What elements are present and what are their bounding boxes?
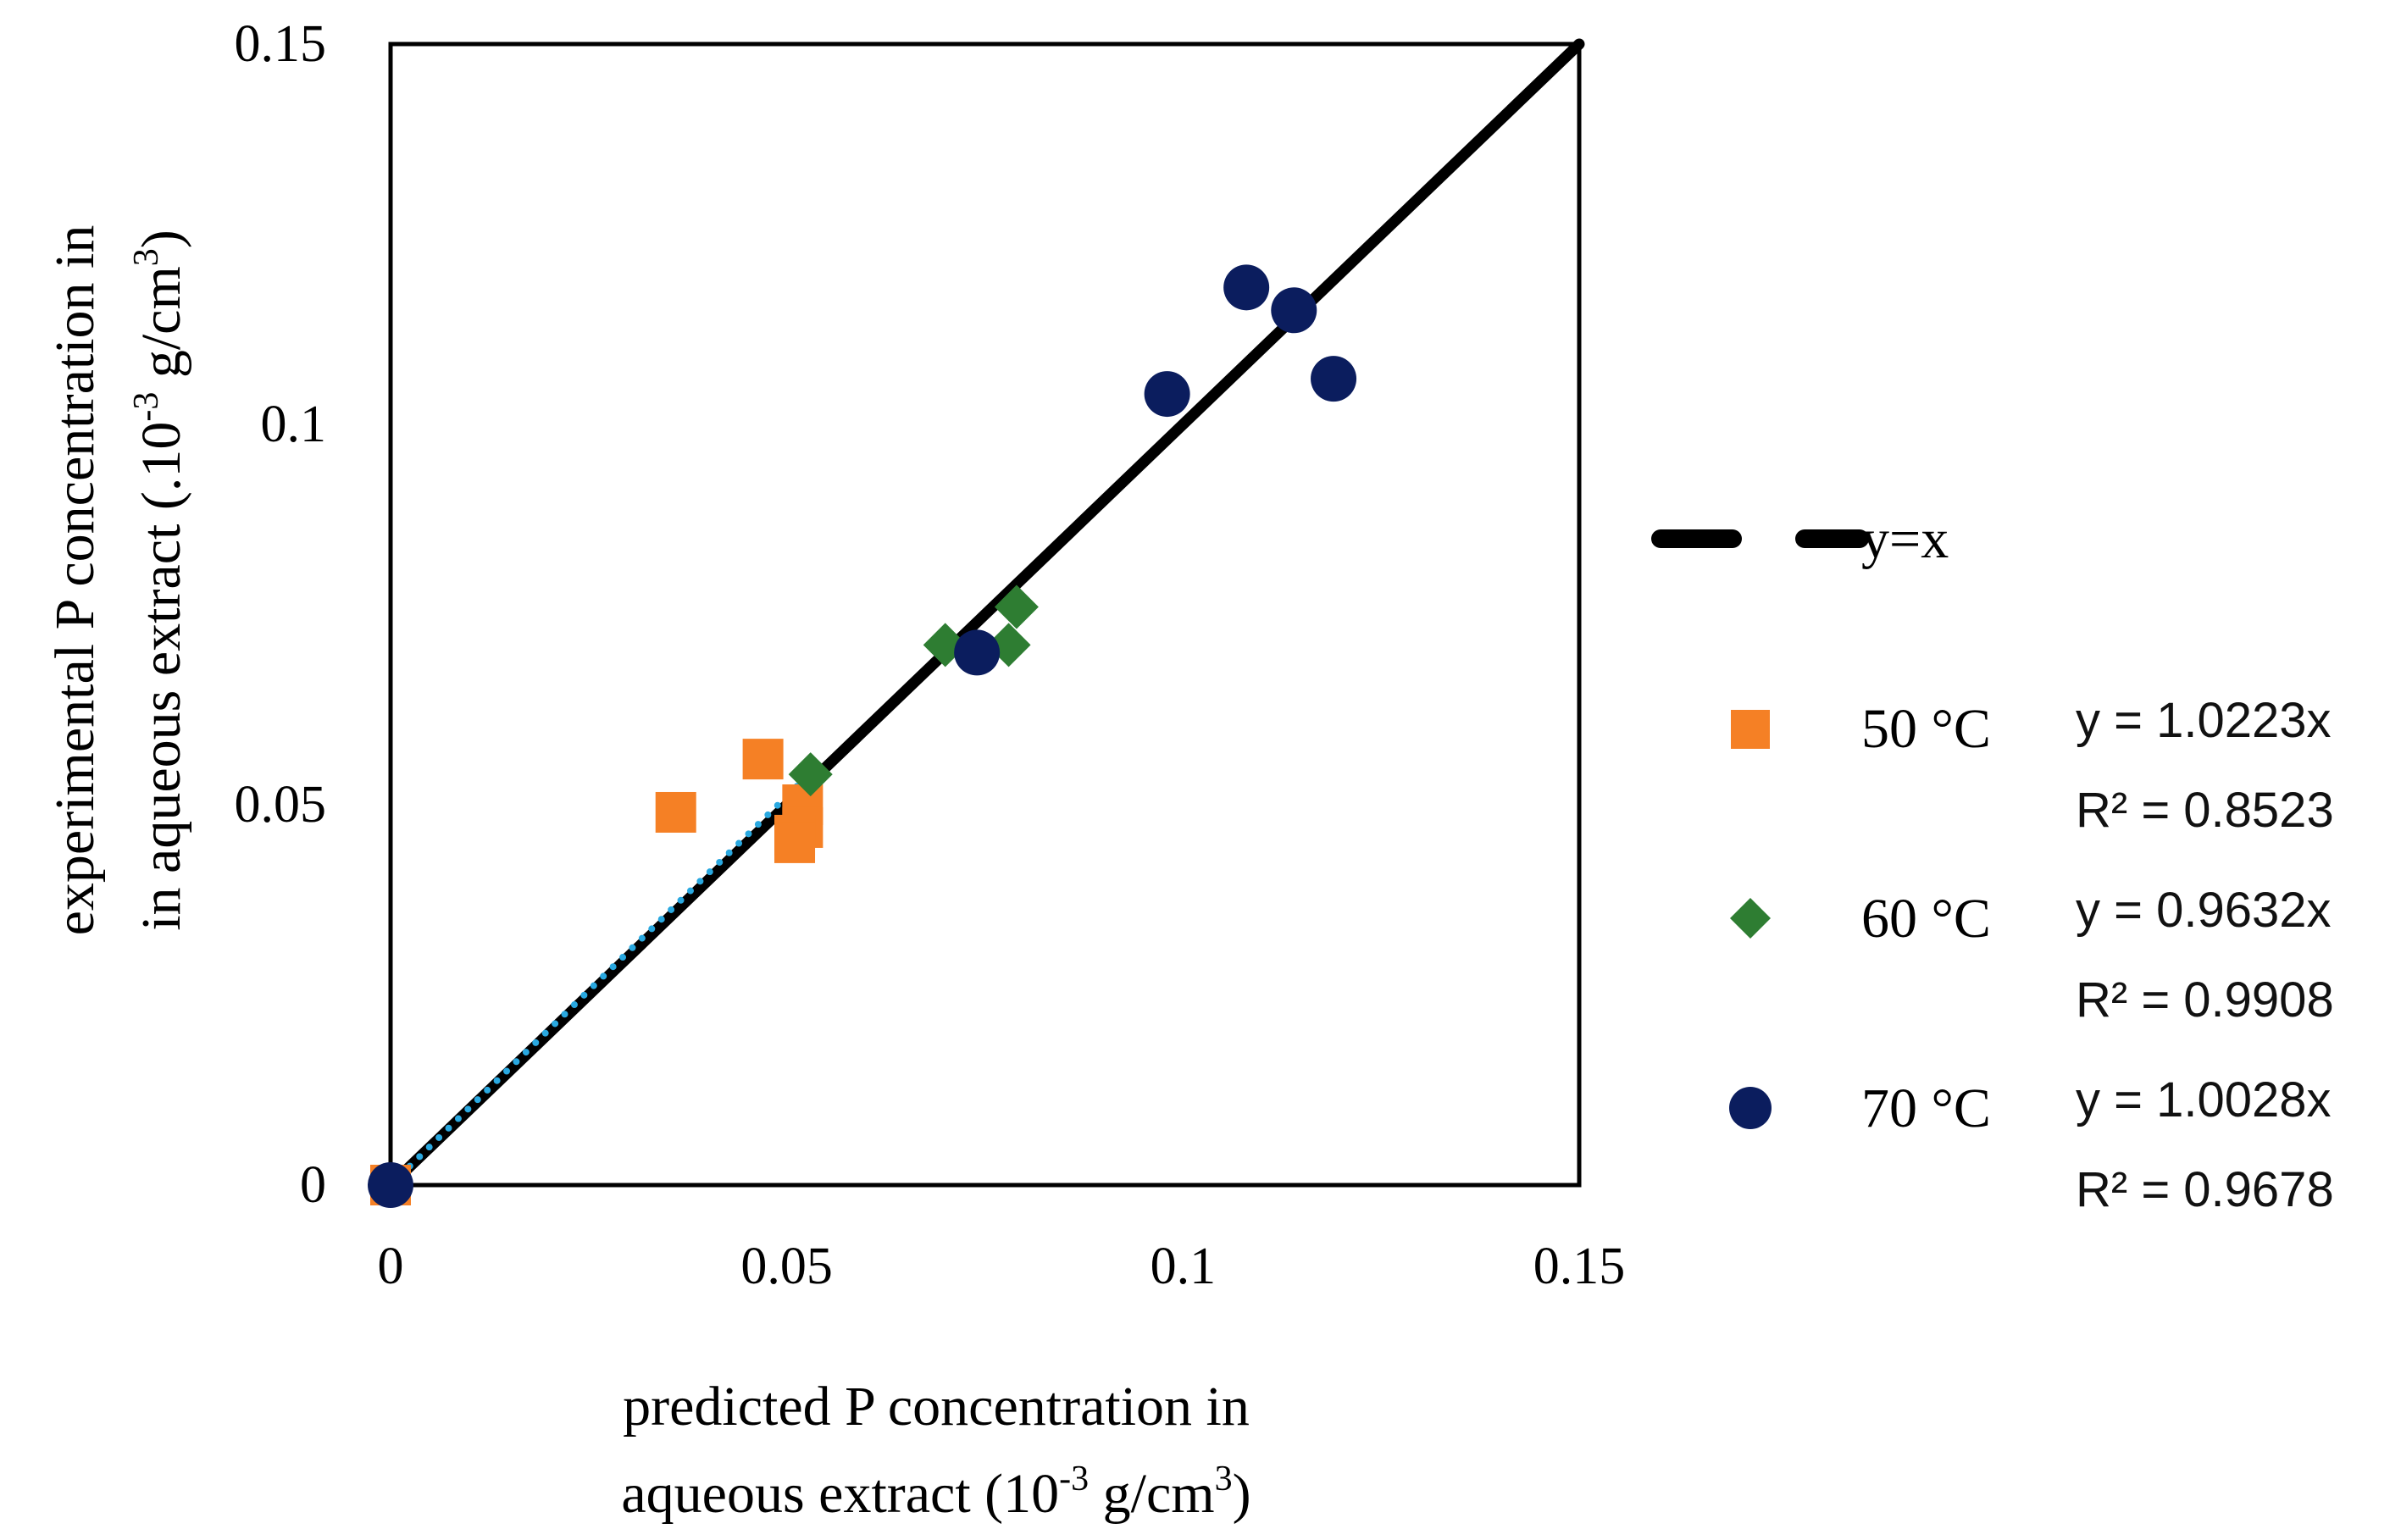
data-point-60c	[788, 752, 833, 797]
legend-diamond-marker	[1730, 898, 1771, 939]
x-tick-label: 0.1	[1151, 1238, 1217, 1295]
y-axis-ticks: 0 0.05 0.1 0.15	[235, 15, 327, 1214]
data-point-70c	[1311, 356, 1357, 402]
data-points-layer	[368, 264, 1357, 1208]
legend-equation: y = 1.0223x	[2076, 693, 2332, 748]
legend-r-squared: R² = 0.8523	[2076, 783, 2334, 838]
legend-item-reference: y=x	[1651, 508, 1949, 570]
reference-line-y-equals-x	[385, 38, 1585, 1191]
plot-area-frame	[388, 42, 1582, 1188]
legend: y=x 50 °C y = 1.0223x R² = 0.8523 60 °C …	[1651, 508, 2334, 1217]
data-point-70c	[368, 1162, 413, 1208]
legend-item-70c: 70 °C y = 1.0028x R² = 0.9678	[1729, 1072, 2334, 1217]
legend-equation: y = 1.0028x	[2076, 1072, 2332, 1127]
y-tick-label: 0.05	[235, 776, 327, 834]
data-point-70c	[1144, 371, 1190, 418]
x-axis-label-line1: predicted P concentration in	[623, 1376, 1250, 1438]
legend-circle-marker	[1729, 1087, 1772, 1129]
y-tick-label: 0	[300, 1156, 326, 1214]
x-tick-label: 0.05	[740, 1238, 833, 1295]
data-point-70c	[954, 629, 1001, 676]
y-tick-label: 0.15	[235, 15, 327, 73]
x-tick-label: 0	[378, 1238, 404, 1295]
legend-item-60c: 60 °C y = 0.9632x R² = 0.9908	[1730, 883, 2334, 1028]
data-point-70c	[1223, 264, 1270, 311]
data-point-50c	[742, 739, 784, 780]
legend-item-50c: 50 °C y = 1.0223x R² = 0.8523	[1731, 693, 2334, 838]
y-tick-label: 0.1	[261, 396, 327, 453]
x-tick-label: 0.15	[1533, 1238, 1626, 1295]
x-axis-ticks: 0 0.05 0.1 0.15	[378, 1238, 1626, 1295]
data-point-50c	[655, 791, 696, 833]
data-point-50c	[774, 822, 816, 863]
legend-r-squared: R² = 0.9908	[2076, 972, 2334, 1028]
trendline-layer	[387, 777, 807, 1188]
legend-equation: y = 0.9632x	[2076, 883, 2332, 938]
data-point-70c	[1271, 287, 1317, 334]
data-point-60c	[994, 584, 1039, 629]
trendline-50c	[387, 777, 807, 1188]
x-axis-label-line2: aqueous extract (10-3 g/cm3)	[621, 1460, 1250, 1525]
legend-series-label: 50 °C	[1861, 698, 1991, 760]
legend-square-marker	[1731, 710, 1770, 749]
legend-series-label: 70 °C	[1861, 1077, 1991, 1139]
legend-r-squared: R² = 0.9678	[2076, 1162, 2334, 1217]
y-axis-label-line2: in aqueous extract (.10-3 g/cm3)	[127, 230, 192, 931]
y-axis-label-line1: experimental P concentration in	[44, 225, 106, 936]
legend-series-label: 60 °C	[1861, 888, 1991, 950]
reference-line-layer	[385, 38, 1585, 1191]
legend-reference-label: y=x	[1861, 508, 1949, 570]
